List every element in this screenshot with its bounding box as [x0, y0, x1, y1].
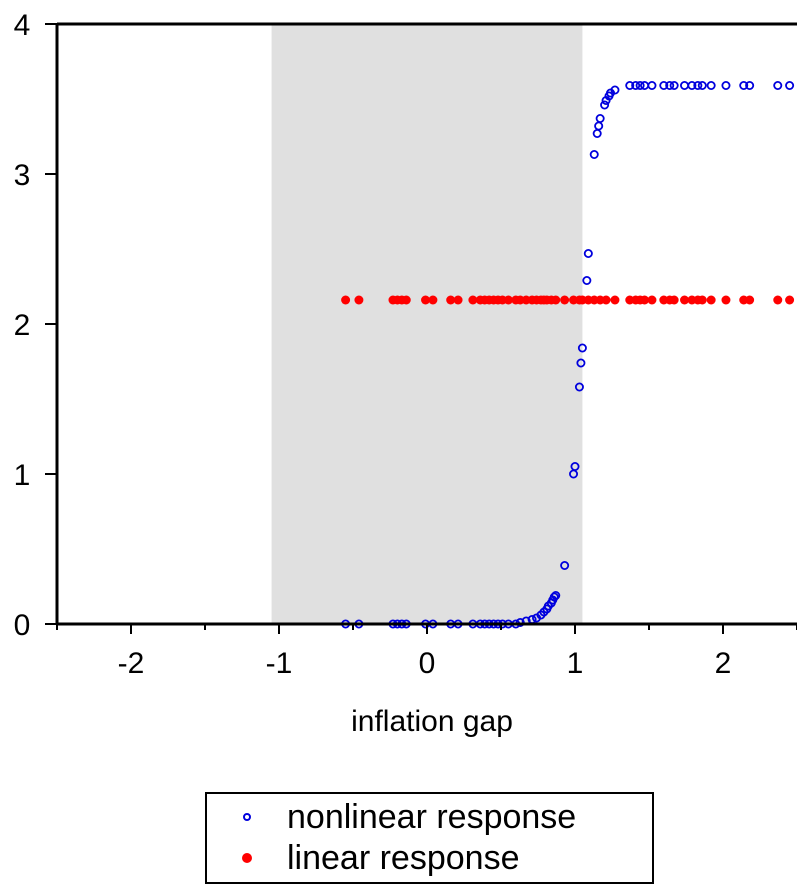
nonlinear-point: [680, 81, 690, 91]
y-tick-label: 3: [14, 159, 31, 192]
nonlinear-point: [785, 81, 795, 91]
legend: nonlinear response linear response: [205, 792, 654, 884]
x-tick-label: -1: [266, 647, 293, 680]
nonlinear-point: [600, 100, 610, 110]
x-tick-label: -2: [118, 647, 145, 680]
nonlinear-point: [595, 114, 605, 124]
nonlinear-point: [610, 85, 620, 95]
nonlinear-point: [635, 81, 645, 91]
y-tick-label: 2: [14, 309, 31, 342]
nonlinear-point: [577, 343, 587, 353]
nonlinear-point: [589, 149, 599, 159]
nonlinear-point: [697, 81, 707, 91]
linear-point: [669, 295, 679, 305]
nonlinear-point: [551, 591, 561, 601]
nonlinear-point: [592, 128, 602, 138]
nonlinear-point: [669, 81, 679, 91]
nonlinear-point: [625, 81, 635, 91]
nonlinear-point: [659, 81, 669, 91]
x-tick-label: 2: [715, 647, 732, 680]
nonlinear-point: [582, 275, 592, 285]
linear-point: [785, 295, 795, 305]
linear-point: [503, 295, 513, 305]
x-axis-title: inflation gap: [351, 705, 513, 738]
nonlinear-point: [721, 81, 731, 91]
nonlinear-point: [576, 358, 586, 368]
y-tick-label: 1: [14, 459, 31, 492]
filled-circle-marker-icon: [242, 853, 252, 863]
nonlinear-point: [560, 561, 570, 571]
linear-point: [401, 295, 411, 305]
legend-item-linear: linear response: [207, 838, 519, 878]
linear-point: [745, 295, 755, 305]
nonlinear-point: [706, 81, 716, 91]
linear-point: [647, 295, 657, 305]
linear-point: [680, 295, 690, 305]
linear-point: [446, 295, 456, 305]
shaded-band: [271, 24, 583, 624]
linear-point: [601, 295, 611, 305]
legend-label-nonlinear: nonlinear response: [287, 797, 577, 836]
x-axis-ticks: -2 -1 0 1 2: [56, 624, 797, 680]
linear-point: [551, 295, 561, 305]
nonlinear-point: [549, 592, 559, 602]
open-circle-marker-icon: [243, 813, 251, 821]
x-tick-label: 0: [419, 647, 436, 680]
linear-point: [341, 295, 351, 305]
legend-label-linear: linear response: [287, 838, 520, 877]
nonlinear-point: [594, 121, 604, 131]
linear-point: [697, 295, 707, 305]
linear-point: [721, 295, 731, 305]
y-tick-label: 0: [14, 609, 31, 642]
nonlinear-point: [773, 81, 783, 91]
nonlinear-point: [574, 382, 584, 392]
nonlinear-point: [647, 81, 657, 91]
nonlinear-point: [583, 248, 593, 258]
nonlinear-point: [570, 461, 580, 471]
nonlinear-point: [665, 81, 675, 91]
linear-point: [640, 295, 650, 305]
linear-point: [421, 295, 431, 305]
nonlinear-point: [693, 81, 703, 91]
linear-point: [560, 295, 570, 305]
linear-point: [773, 295, 783, 305]
nonlinear-point: [687, 81, 697, 91]
linear-point: [428, 295, 438, 305]
linear-point: [354, 295, 364, 305]
linear-point: [706, 295, 716, 305]
linear-series: [341, 295, 795, 305]
y-tick-label: 4: [14, 9, 31, 42]
y-axis-ticks: 0 1 2 3 4: [14, 9, 57, 642]
linear-point: [453, 295, 463, 305]
x-tick-label: 1: [567, 647, 584, 680]
linear-point: [468, 295, 478, 305]
nonlinear-point: [745, 81, 755, 91]
legend-item-nonlinear: nonlinear response: [207, 797, 576, 837]
linear-point: [610, 295, 620, 305]
nonlinear-point: [631, 81, 641, 91]
nonlinear-point: [739, 81, 749, 91]
